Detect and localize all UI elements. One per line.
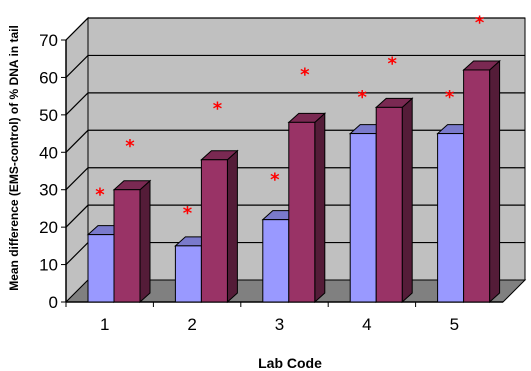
gridline: [65, 54, 525, 78]
y-axis-title: Mean difference (EMS-control) of % DNA i…: [7, 25, 21, 291]
bar-series-b: [462, 59, 501, 304]
x-tick-label: 2: [187, 315, 196, 334]
y-tick-labels: 0 10 20 30 40 50 60 70: [39, 31, 66, 312]
significance-markers: * * * * * * * * * *: [95, 12, 485, 224]
significance-marker: *: [213, 98, 223, 119]
significance-marker: *: [183, 203, 193, 224]
significance-marker: *: [95, 184, 105, 205]
bar-series-b: [374, 97, 414, 304]
significance-marker: *: [475, 12, 485, 33]
significance-marker: *: [270, 169, 280, 190]
significance-marker: *: [445, 87, 455, 108]
bar-series-b: [200, 149, 239, 304]
x-tick-label: 5: [450, 315, 459, 334]
bar-series-b: [287, 112, 327, 304]
significance-marker: *: [300, 65, 310, 86]
y-tick-label: 10: [39, 256, 58, 275]
x-axis-title: Lab Code: [258, 355, 322, 371]
y-tick-label: 0: [49, 293, 58, 312]
y-tick-label: 40: [39, 143, 58, 162]
bars: [86, 59, 501, 304]
significance-marker: *: [387, 53, 397, 74]
gridline: [65, 92, 525, 116]
x-tick-label: 3: [275, 315, 284, 334]
side-wall: [65, 16, 89, 304]
gridline: [65, 17, 525, 41]
y-tick-label: 30: [39, 181, 58, 200]
x-tick-label: 4: [362, 315, 371, 334]
y-tick-label: 60: [39, 68, 58, 87]
x-tick-label: 1: [100, 315, 109, 334]
significance-marker: *: [125, 136, 135, 157]
bar-series-b: [112, 179, 152, 304]
significance-marker: *: [357, 87, 367, 108]
y-tick-label: 20: [39, 218, 58, 237]
y-tick-label: 50: [39, 106, 58, 125]
x-tick-labels: 1 2 3 4 5: [65, 302, 459, 334]
y-tick-label: 70: [39, 31, 58, 50]
